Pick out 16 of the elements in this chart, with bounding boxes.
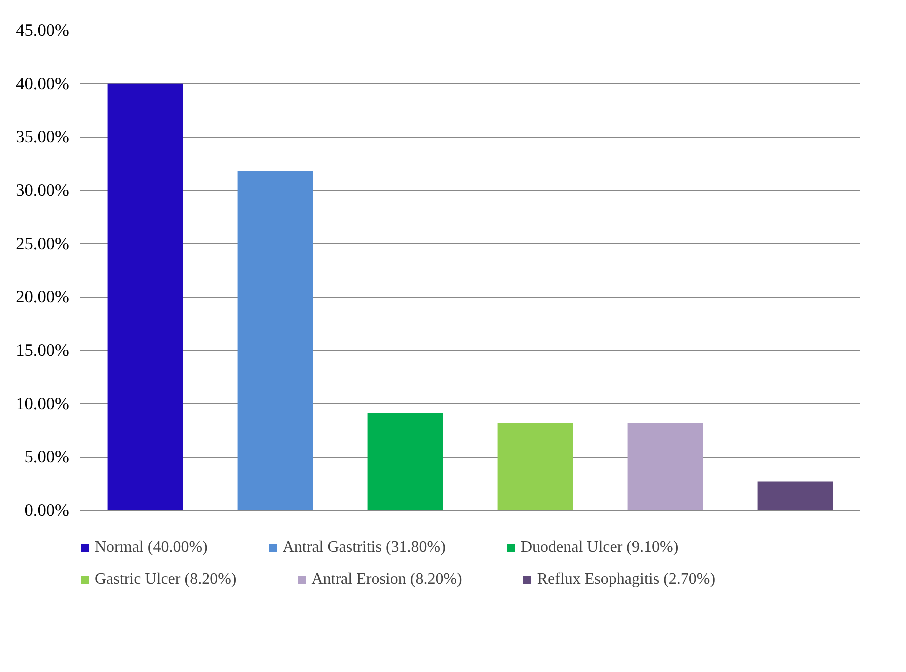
legend-label: Normal (40.00%) (95, 539, 208, 557)
legend-label: Duodenal Ulcer (9.10%) (520, 539, 679, 557)
y-tick-label: 45.00% (16, 21, 70, 40)
y-tick-label: 15.00% (16, 341, 70, 360)
y-tick-label: 40.00% (16, 74, 70, 94)
y-tick-label: 10.00% (16, 394, 70, 414)
y-tick-label: 35.00% (16, 128, 70, 147)
y-tick-label: 25.00% (16, 234, 70, 254)
legend-label: Reflux Esophagitis (2.70%) (537, 571, 716, 589)
legend-label: Antral Erosion (8.20%) (312, 571, 462, 589)
y-tick-label: 0.00% (24, 501, 70, 520)
legend-label: Antral Gastritis (31.80%) (282, 539, 446, 557)
legend-label: Gastric Ulcer (8.20%) (95, 571, 237, 589)
y-tick-label: 30.00% (16, 181, 70, 200)
y-tick-label: 20.00% (16, 288, 70, 307)
y-tick-label: 5.00% (24, 448, 70, 467)
